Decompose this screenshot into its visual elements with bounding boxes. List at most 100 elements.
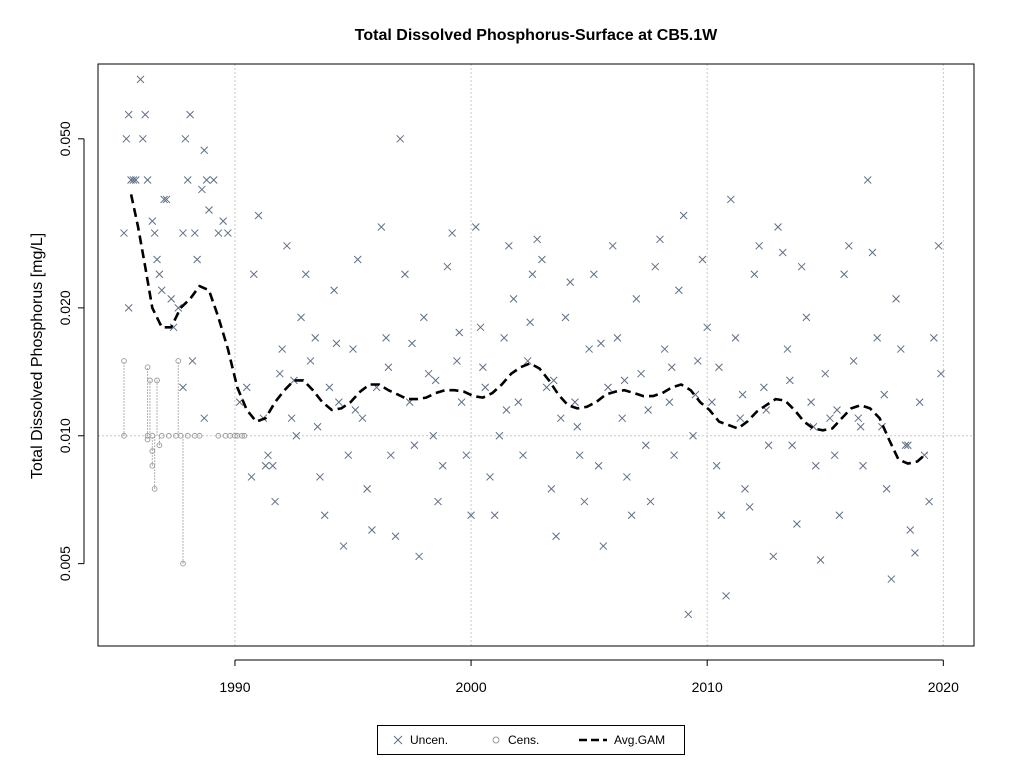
uncensored-point (408, 339, 416, 348)
uncensored-point (656, 235, 664, 244)
x-stroke (750, 270, 759, 279)
x-stroke (162, 195, 171, 204)
uncensored-point (760, 383, 768, 392)
x-stroke (809, 422, 818, 431)
uncensored-point (471, 223, 480, 231)
x-stroke (689, 431, 697, 440)
uncensored-point (547, 484, 556, 493)
censored-point (144, 436, 151, 443)
x-stroke (139, 134, 147, 143)
x-tick-label: 2010 (692, 679, 723, 695)
x-stroke (585, 345, 593, 353)
uncensored-point (153, 255, 161, 264)
x-tick-label: 2020 (928, 679, 959, 695)
x-stroke (443, 262, 452, 271)
x-stroke (169, 323, 178, 332)
uncensored-point (575, 451, 584, 460)
x-stroke (316, 473, 324, 481)
x-stroke (762, 406, 771, 414)
uncensored-point (785, 376, 794, 385)
uncensored-point (566, 278, 575, 286)
x-stroke (202, 176, 211, 184)
x-stroke (538, 255, 546, 264)
censored-point (241, 432, 248, 439)
x-stroke (901, 441, 910, 450)
censored-point (147, 377, 153, 384)
uncensored-point (424, 369, 433, 378)
uncensored-point (618, 414, 627, 423)
uncensored-point (278, 345, 287, 353)
uncensored-point (571, 398, 579, 406)
uncensored-point (349, 345, 357, 353)
gam-line-layer (129, 194, 928, 465)
uncensored-point (623, 473, 631, 481)
uncensored-point (120, 229, 128, 237)
uncensored-point (268, 461, 277, 470)
x-stroke (249, 270, 258, 279)
uncensored-point (750, 270, 759, 279)
x-stroke (320, 511, 329, 520)
x-stroke (679, 211, 688, 220)
x-stroke (738, 390, 747, 399)
x-stroke (490, 511, 499, 520)
uncensored-point (455, 328, 464, 337)
uncensored-point (190, 229, 199, 237)
uncensored-point (334, 398, 343, 406)
uncensored-point (854, 414, 863, 423)
x-stroke (845, 241, 853, 250)
uncensored-point (821, 369, 830, 378)
x-stroke (547, 484, 556, 493)
x-stroke (549, 376, 558, 385)
x-stroke (835, 511, 844, 520)
x-tick-label: 1990 (219, 679, 250, 695)
uncensored-point (930, 334, 938, 342)
x-stroke (712, 461, 721, 470)
censored-point (154, 377, 160, 384)
x-stroke (382, 334, 390, 342)
uncensored-point (840, 270, 848, 279)
x-stroke (339, 542, 348, 550)
x-stroke (271, 497, 279, 506)
x-stroke (153, 255, 161, 264)
uncensored-point (561, 313, 570, 322)
uncensored-point (344, 451, 353, 460)
uncensored-point (131, 176, 140, 184)
x-stroke (887, 575, 896, 583)
x-stroke (353, 255, 362, 264)
uncensored-point (549, 376, 558, 385)
uncensored-point (401, 270, 409, 279)
x-stroke (242, 383, 251, 392)
x-stroke (453, 357, 461, 365)
uncensored-point (205, 206, 213, 214)
censored-point (184, 432, 191, 439)
uncensored-point (613, 334, 622, 342)
uncensored-point (431, 376, 440, 385)
censored-point (149, 448, 156, 455)
x-stroke (618, 414, 627, 423)
x-stroke (868, 248, 877, 257)
uncensored-point (887, 575, 896, 583)
x-stroke (438, 461, 447, 470)
x-stroke (188, 357, 197, 365)
x-stroke (514, 398, 523, 406)
uncensored-point (731, 334, 740, 342)
x-stroke (764, 441, 773, 450)
uncensored-point (479, 363, 487, 372)
uncensored-point (320, 511, 329, 520)
uncensored-point (396, 134, 405, 143)
x-stroke (693, 357, 702, 365)
x-stroke (363, 484, 372, 493)
x-stroke (703, 323, 712, 332)
uncensored-point (911, 549, 919, 557)
uncensored-point (646, 497, 655, 506)
uncensored-point (200, 414, 209, 423)
x-stroke (500, 334, 508, 342)
uncensored-point (339, 542, 348, 550)
x-stroke (122, 134, 131, 143)
uncensored-point (736, 414, 745, 423)
uncensored-point (644, 406, 653, 414)
uncensored-point (833, 406, 841, 414)
x-stroke (925, 497, 933, 506)
legend-item-gam: Avg.GAM (578, 726, 665, 754)
x-stroke (937, 369, 945, 378)
